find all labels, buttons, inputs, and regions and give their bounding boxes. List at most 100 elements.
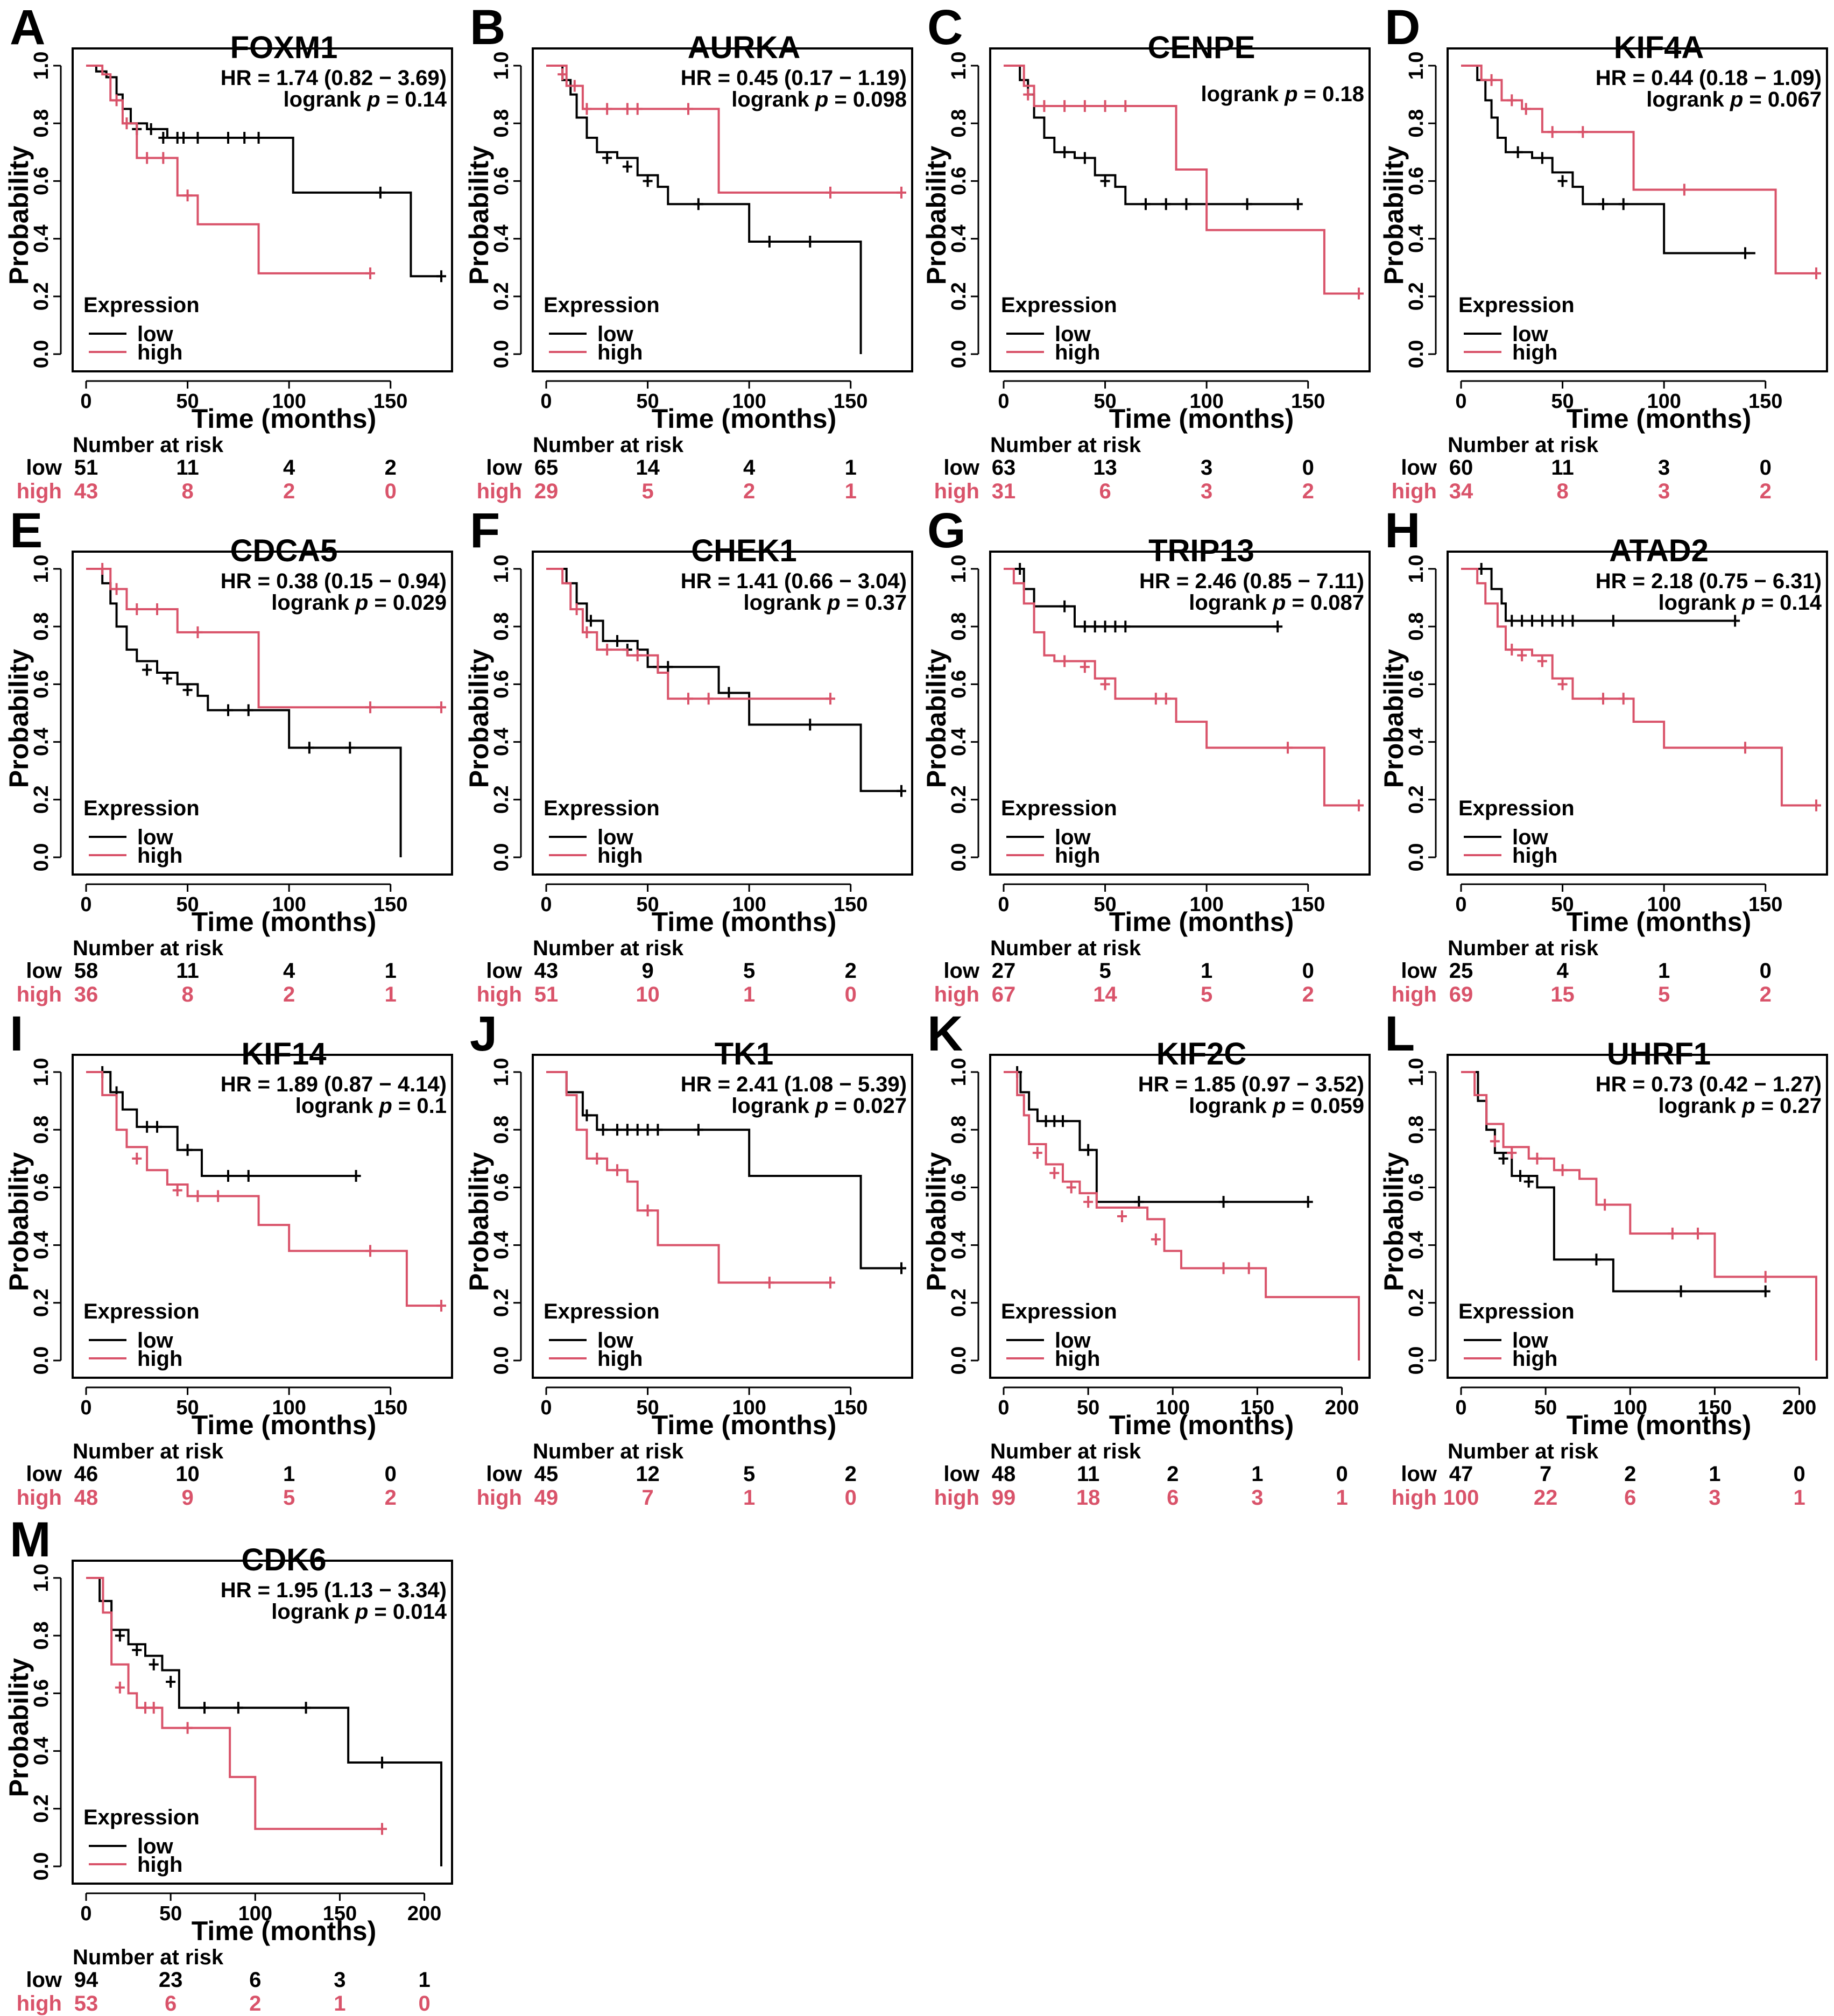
risk-low-count: 4 (283, 456, 295, 480)
x-tick-label: 50 (1534, 1397, 1557, 1419)
logrank-text: logrank p = 0.37 (744, 591, 907, 615)
x-axis-label: Time (months) (1109, 404, 1294, 434)
x-tick-label: 50 (176, 893, 199, 916)
risk-table-title: Number at risk (533, 1440, 684, 1463)
y-tick-label: 0.0 (1405, 843, 1428, 872)
x-tick-label: 150 (323, 1902, 357, 1925)
risk-low-count: 1 (1251, 1462, 1263, 1486)
risk-low-count: 4 (283, 959, 295, 983)
y-tick-label: 0.6 (1405, 167, 1428, 195)
risk-low-count: 5 (1099, 959, 1111, 983)
risk-high-count: 3 (1201, 480, 1212, 503)
panel-letter: L (1385, 1006, 1415, 1061)
y-tick-label: 0.2 (30, 785, 53, 814)
y-tick-label: 0.0 (948, 1347, 970, 1375)
y-tick-label: 0.4 (30, 224, 53, 253)
hr-text: HR = 1.74 (0.82 − 3.69) (221, 66, 447, 90)
risk-table-title: Number at risk (533, 433, 684, 457)
y-tick-label: 0.6 (30, 670, 53, 699)
x-tick-label: 50 (1094, 893, 1116, 916)
risk-high-count: 6 (1167, 1486, 1179, 1510)
risk-high-count: 0 (418, 1992, 430, 2015)
hr-text: HR = 1.89 (0.87 − 4.14) (221, 1073, 447, 1096)
risk-high-count: 0 (385, 480, 397, 503)
y-axis-label: Probability (1379, 1152, 1409, 1292)
risk-high-count: 2 (1302, 480, 1314, 503)
risk-table-title: Number at risk (1448, 1440, 1599, 1463)
logrank-text: logrank p = 0.059 (1189, 1094, 1364, 1118)
risk-high-count: 6 (165, 1992, 177, 2015)
risk-table-title: Number at risk (1448, 433, 1599, 457)
logrank-text: logrank p = 0.029 (271, 591, 447, 615)
risk-low-count: 10 (175, 1462, 200, 1486)
risk-high-count: 2 (1760, 983, 1772, 1006)
hr-text: HR = 0.73 (0.42 − 1.27) (1596, 1073, 1822, 1096)
survival-curve-high (86, 568, 441, 709)
y-tick-label: 0.6 (948, 670, 970, 699)
y-tick-label: 0.8 (30, 1622, 53, 1650)
y-tick-label: 0.2 (490, 785, 513, 814)
logrank-text: logrank p = 0.1 (295, 1094, 447, 1118)
x-axis-label: Time (months) (192, 404, 377, 434)
x-tick-label: 0 (1455, 893, 1466, 916)
y-tick-label: 0.4 (30, 1737, 53, 1765)
risk-high-count: 1 (743, 1486, 755, 1510)
panel-letter: B (470, 0, 505, 55)
x-tick-label: 0 (1455, 390, 1466, 413)
risk-low-count: 11 (1077, 1462, 1099, 1486)
legend-title: Expression (1001, 1300, 1117, 1323)
x-tick-label: 0 (540, 390, 552, 413)
plot-frame (72, 1054, 453, 1379)
risk-high-count: 1 (1793, 1486, 1805, 1510)
legend-title: Expression (1458, 293, 1575, 317)
x-axis-label: Time (months) (652, 907, 837, 937)
legend-low-label: low (1055, 1329, 1091, 1352)
survival-curve-high (546, 568, 830, 700)
risk-high-count: 1 (385, 983, 397, 1006)
risk-low-count: 5 (743, 1462, 755, 1486)
risk-high-count: 0 (845, 983, 857, 1006)
y-axis-label: Probability (4, 649, 34, 788)
risk-low-count: 0 (1760, 959, 1772, 983)
legend-high-label: high (1055, 341, 1100, 364)
y-tick-label: 1.0 (490, 555, 513, 583)
survival-curve-low (1004, 568, 1278, 628)
legend-low-label: low (1512, 322, 1549, 346)
y-tick-label: 0.4 (30, 728, 53, 756)
y-tick-label: 0.2 (948, 282, 970, 311)
legend-high-label: high (597, 844, 643, 868)
legend-title: Expression (83, 1806, 200, 1829)
y-tick-label: 0.2 (948, 1288, 970, 1317)
risk-table-title: Number at risk (73, 1945, 224, 1969)
x-axis-label: Time (months) (1567, 404, 1752, 434)
survival-curve-high (1004, 65, 1359, 295)
y-tick-label: 0.6 (490, 167, 513, 195)
y-tick-label: 0.6 (30, 1173, 53, 1202)
risk-row-low-label: low (1401, 456, 1437, 480)
risk-low-count: 4 (1556, 959, 1569, 983)
risk-row-high-label: high (1392, 983, 1437, 1006)
risk-low-count: 27 (992, 959, 1016, 983)
risk-low-count: 60 (1449, 456, 1473, 480)
risk-row-low-label: low (486, 456, 523, 480)
y-tick-label: 0.4 (30, 1231, 53, 1259)
risk-low-count: 14 (636, 456, 660, 480)
legend-high-label: high (597, 1347, 643, 1371)
risk-high-count: 29 (534, 480, 559, 503)
legend-high-label: high (1512, 844, 1557, 868)
x-tick-label: 100 (732, 893, 766, 916)
risk-high-count: 43 (74, 480, 98, 503)
risk-low-count: 9 (641, 959, 653, 983)
plot-frame (72, 1560, 453, 1885)
legend-low-label: low (1055, 826, 1091, 849)
y-axis-label: Probability (4, 146, 34, 285)
y-tick-label: 0.6 (30, 167, 53, 195)
legend-low-label: low (597, 322, 634, 346)
x-tick-label: 150 (1240, 1397, 1274, 1419)
risk-low-count: 7 (1540, 1462, 1551, 1486)
panel-letter: M (10, 1512, 51, 1567)
risk-low-count: 6 (249, 1968, 261, 1992)
risk-high-count: 1 (845, 480, 857, 503)
risk-high-count: 99 (992, 1486, 1016, 1510)
